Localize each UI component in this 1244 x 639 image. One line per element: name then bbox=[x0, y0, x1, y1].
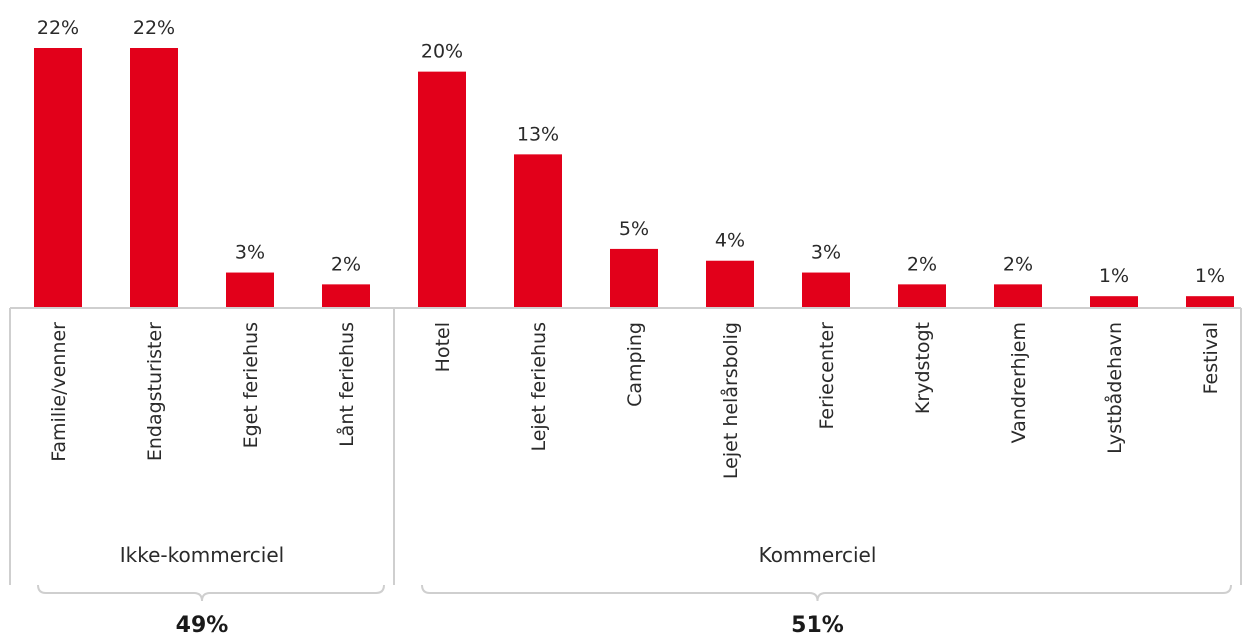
value-label-vandrerhjem: 2% bbox=[1003, 253, 1033, 275]
bar-lystb-dehavn bbox=[1090, 296, 1138, 308]
bar-eget-feriehus bbox=[226, 272, 274, 308]
group-total-ikke-kommerciel: 49% bbox=[176, 613, 229, 638]
category-axis bbox=[9, 307, 1242, 585]
bar-feriecenter bbox=[802, 272, 850, 308]
value-label-eget-feriehus: 3% bbox=[235, 242, 265, 264]
bars bbox=[34, 48, 1234, 309]
category-label-vandrerhjem: Vandrerhjem bbox=[1008, 322, 1030, 443]
category-label-hotel: Hotel bbox=[432, 322, 454, 372]
bar-hotel bbox=[418, 71, 466, 309]
group-total-kommerciel: 51% bbox=[791, 613, 844, 638]
bar-camping bbox=[610, 248, 658, 308]
category-labels: Familie/venner Endagsturister Eget feriehu… bbox=[48, 322, 1222, 479]
category-label-endagsturister: Endagsturister bbox=[144, 322, 166, 461]
group-brace-kommerciel bbox=[421, 584, 1232, 602]
category-label-feriecenter: Feriecenter bbox=[816, 322, 838, 430]
value-label-lystb-dehavn: 1% bbox=[1099, 265, 1129, 287]
bar-lejet-hel-rsbolig bbox=[706, 260, 754, 308]
category-label-festival: Festival bbox=[1200, 322, 1222, 394]
value-label-lejet-feriehus: 13% bbox=[517, 123, 559, 145]
bar-lejet-feriehus bbox=[514, 154, 562, 308]
value-labels: 22% 22% 3% 2% 20% 13% 5% 4% 3% 2% 2% 1% 1% bbox=[37, 17, 1225, 287]
bar-vandrerhjem bbox=[994, 284, 1042, 308]
category-label-lystb-dehavn: Lystbådehavn bbox=[1103, 322, 1126, 454]
bar-l-nt-feriehus bbox=[322, 284, 370, 308]
bar-festival bbox=[1186, 296, 1234, 308]
category-label-krydstogt: Krydstogt bbox=[912, 322, 934, 414]
category-label-eget-feriehus: Eget feriehus bbox=[240, 322, 262, 448]
bar-krydstogt bbox=[898, 284, 946, 308]
bar-familie-venner bbox=[34, 48, 82, 308]
group-brace-ikke-kommerciel bbox=[37, 584, 385, 602]
category-label-lejet-hel-rsbolig: Lejet helårsbolig bbox=[719, 322, 742, 479]
group-labels: Ikke-kommerciel 49% Kommerciel 51% bbox=[37, 543, 1232, 638]
value-label-hotel: 20% bbox=[421, 41, 463, 63]
value-label-lejet-hel-rsbolig: 4% bbox=[715, 230, 745, 252]
group-label-ikke-kommerciel: Ikke-kommerciel bbox=[120, 543, 284, 567]
value-label-endagsturister: 22% bbox=[133, 17, 175, 39]
category-label-familie-venner: Familie/venner bbox=[48, 322, 70, 462]
value-label-krydstogt: 2% bbox=[907, 253, 937, 275]
bar-endagsturister bbox=[130, 48, 178, 308]
value-label-l-nt-feriehus: 2% bbox=[331, 253, 361, 275]
value-label-familie-venner: 22% bbox=[37, 17, 79, 39]
category-label-camping: Camping bbox=[624, 322, 646, 407]
value-label-festival: 1% bbox=[1195, 265, 1225, 287]
value-label-feriecenter: 3% bbox=[811, 242, 841, 264]
category-label-lejet-feriehus: Lejet feriehus bbox=[528, 322, 550, 452]
value-label-camping: 5% bbox=[619, 218, 649, 240]
group-label-kommerciel: Kommerciel bbox=[759, 543, 877, 567]
category-label-l-nt-feriehus: Lånt feriehus bbox=[335, 322, 358, 447]
